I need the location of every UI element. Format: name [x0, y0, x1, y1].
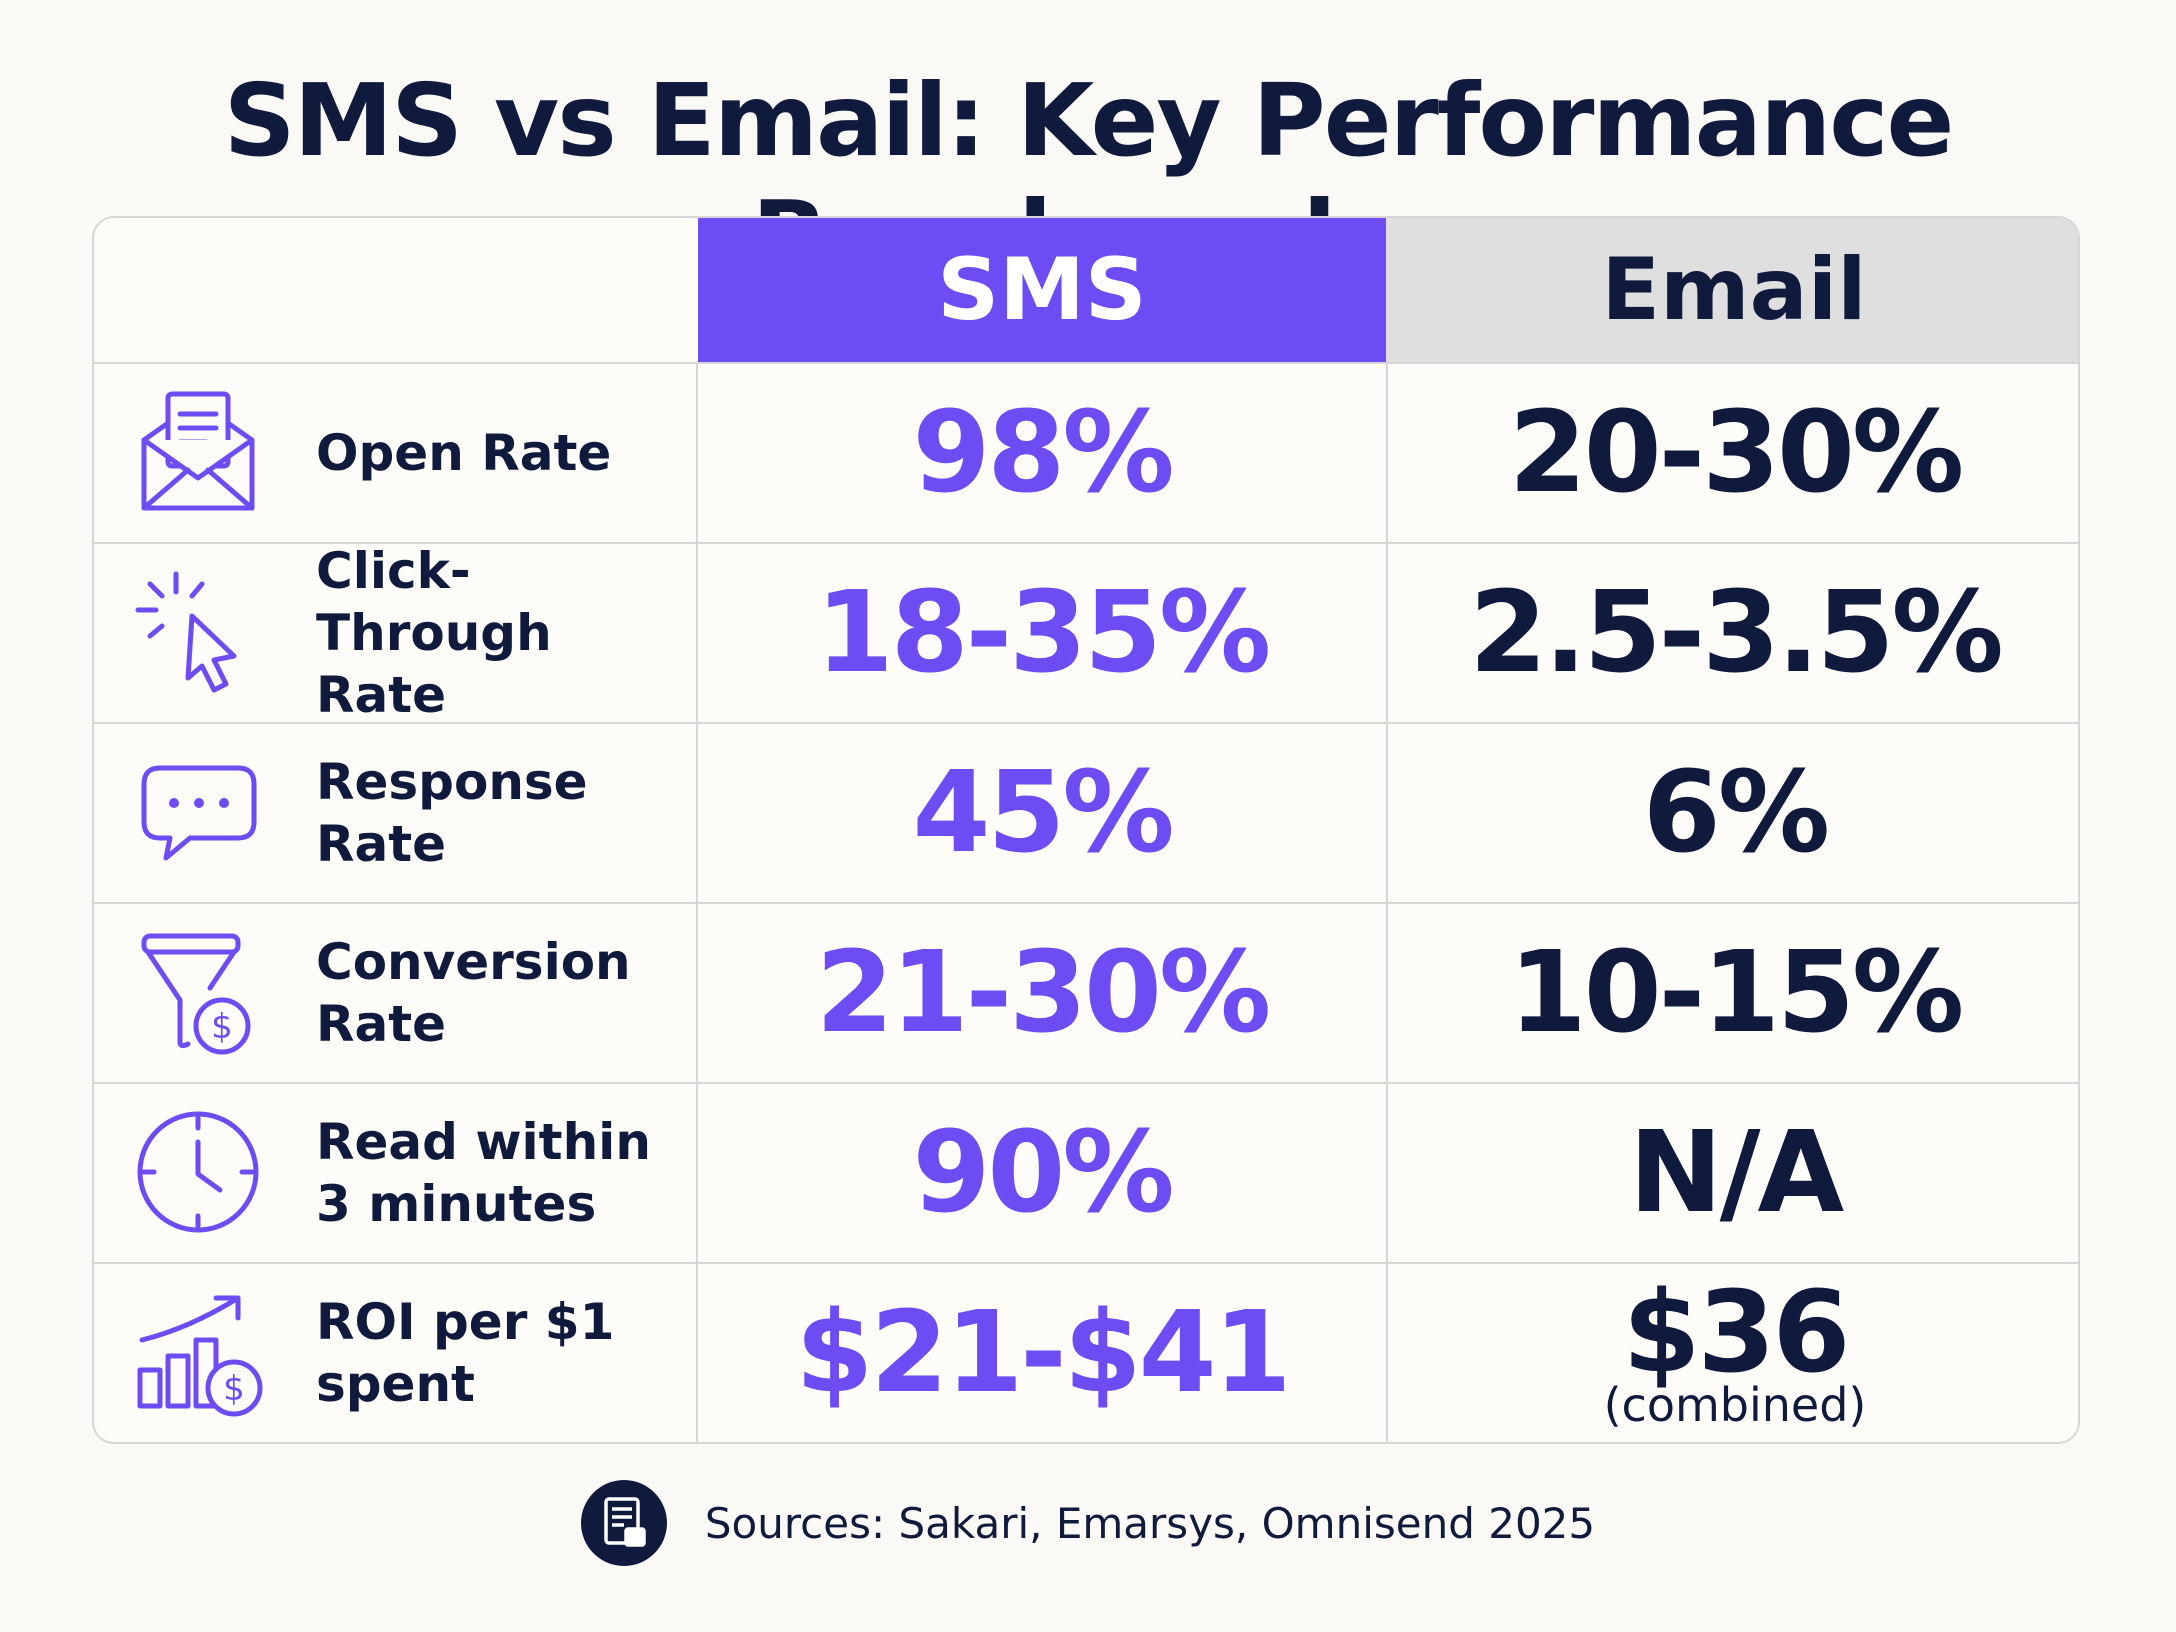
envelope-icon	[130, 384, 266, 520]
sms-value: 98%	[912, 388, 1174, 518]
column-header-email: Email	[1386, 218, 2078, 362]
email-value-note: (combined)	[1603, 1378, 1867, 1432]
comparison-table: SMS Email Open Rate 98% 20-30%	[92, 216, 2080, 1444]
column-divider	[1386, 362, 1388, 1442]
clock-icon	[130, 1104, 266, 1240]
email-value: 10-15%	[1508, 928, 1964, 1058]
row-label: Conversion Rate	[316, 933, 631, 1053]
email-value: $36 (combined)	[1603, 1268, 1867, 1432]
document-chart-icon	[580, 1480, 667, 1566]
sms-value: 21-30%	[815, 928, 1271, 1058]
table-row-read-within-3-minutes: Read within 3 minutes 90% N/A	[94, 1082, 2078, 1262]
table-row-click-through-rate: Click-Through Rate 18-35% 2.5-3.5%	[94, 542, 2078, 724]
growth-chart-dollar-icon: $	[130, 1284, 266, 1420]
email-value: 2.5-3.5%	[1469, 568, 2004, 698]
column-divider	[696, 362, 698, 1442]
row-label: Read within 3 minutes	[316, 1113, 651, 1233]
email-value: 20-30%	[1508, 388, 1964, 518]
row-label: Response Rate	[316, 753, 588, 873]
svg-text:$: $	[211, 1007, 233, 1047]
sms-value: $21-$41	[795, 1288, 1291, 1418]
row-label: ROI per $1 spent	[316, 1293, 615, 1413]
email-value: 6%	[1642, 748, 1830, 878]
table-row-open-rate: Open Rate 98% 20-30%	[94, 362, 2078, 542]
cursor-click-icon	[130, 564, 266, 700]
chat-bubble-icon	[130, 744, 266, 880]
sms-value: 90%	[912, 1108, 1174, 1238]
email-value: N/A	[1628, 1108, 1844, 1238]
sources-text: Sources: Sakari, Emarsys, Omnisend 2025	[704, 1498, 1596, 1548]
svg-text:$: $	[223, 1369, 245, 1409]
sms-value: 45%	[912, 748, 1174, 878]
footer: Sources: Sakari, Emarsys, Omnisend 2025	[0, 1478, 2176, 1568]
sms-value: 18-35%	[815, 568, 1271, 698]
table-row-conversion-rate: $ Conversion Rate 21-30% 10-15%	[94, 902, 2078, 1082]
table-row-roi-per-dollar: $ ROI per $1 spent $21-$41 $36 (combined…	[94, 1262, 2078, 1442]
row-label: Click-Through Rate	[316, 542, 552, 724]
row-label: Open Rate	[316, 424, 612, 482]
funnel-dollar-icon: $	[130, 924, 266, 1060]
column-header-sms: SMS	[698, 218, 1386, 362]
table-row-response-rate: Response Rate 45% 6%	[94, 722, 2078, 902]
